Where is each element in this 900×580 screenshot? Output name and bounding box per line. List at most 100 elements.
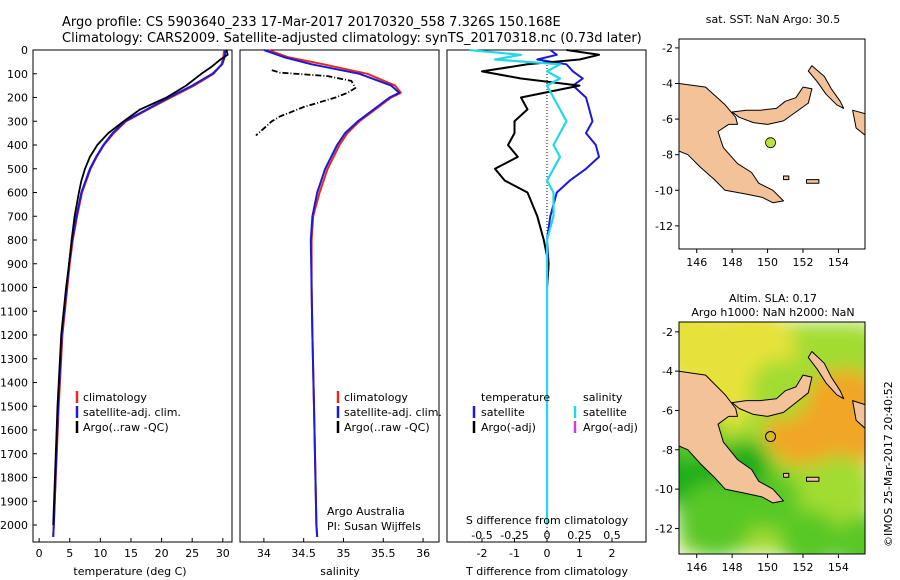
- sla-blob: [835, 515, 865, 554]
- legend-label-temp-argo: Argo(-adj): [481, 421, 536, 434]
- argo-location-marker: [765, 431, 777, 443]
- s-tick-label: 0.25: [567, 529, 592, 542]
- landmass: [783, 472, 790, 478]
- y-tick-label: 1400: [0, 377, 28, 390]
- line-argo: [255, 69, 357, 137]
- x-tick-label: 154: [828, 561, 849, 574]
- line-climatology: [52, 49, 225, 537]
- y-tick-label: -2: [662, 42, 673, 55]
- title-line1: Argo profile: CS 5903640_233 17-Mar-2017…: [62, 15, 561, 30]
- salinity-legend: climatology satellite-adj. clim. Argo(..…: [336, 391, 442, 434]
- salinity-series: [255, 49, 402, 537]
- x-tick-label: 34: [257, 547, 271, 560]
- landmass: [679, 370, 784, 504]
- y-tick-label: 100: [7, 68, 28, 81]
- y-tick-label: 1300: [0, 353, 28, 366]
- landmass: [679, 83, 784, 204]
- x-tick-label: 0: [544, 547, 551, 560]
- sla-map-axes: 146 148 150 152 154 -2 -4 -6 -8 -10 -12: [655, 326, 849, 574]
- legend-label-argo: Argo(..raw -QC): [344, 421, 430, 434]
- y-tick-label: 800: [7, 234, 28, 247]
- legend-header-temperature: temperature: [481, 391, 550, 404]
- sla-map-title-2: Argo h1000: NaN h2000: NaN: [691, 306, 854, 319]
- legend-label-climatology: climatology: [83, 391, 147, 404]
- line-sal-satellite: [468, 48, 568, 525]
- y-tick-label: -10: [655, 483, 673, 496]
- line-argo: [52, 49, 229, 526]
- x-tick-label: 34.5: [291, 547, 316, 560]
- line-satellite-adj-clim: [52, 49, 227, 537]
- y-tick-label: -12: [655, 522, 673, 535]
- x-tick-label: 15: [124, 547, 138, 560]
- y-tick-label: -8: [662, 149, 673, 162]
- sst-map-axes: 146 148 150 152 154 -2 -4 -6 -8 -10 -12: [655, 42, 849, 269]
- line-satellite-adj-clim: [263, 49, 401, 537]
- y-tick-label: 2000: [0, 519, 28, 532]
- y-tick-label: 1200: [0, 329, 28, 342]
- difference-x-axis: -2 -1 0 1 2: [477, 538, 616, 560]
- y-tick-label: 1800: [0, 472, 28, 485]
- pi-label: PI: Susan Wijffels: [327, 520, 421, 533]
- legend-label-satellite: satellite-adj. clim.: [344, 406, 442, 419]
- y-tick-label: -6: [662, 113, 673, 126]
- x-tick-label: 1: [576, 547, 583, 560]
- salinity-x-axis: 34 34.5 35 35.5 36: [257, 538, 430, 560]
- x-tick-label: 152: [793, 256, 814, 269]
- y-tick-label: 600: [7, 187, 28, 200]
- y-tick-label: 300: [7, 115, 28, 128]
- credit-label: ©IMOS 25-Mar-2017 20:40:52: [882, 381, 895, 547]
- title-line2: Climatology: CARS2009. Satellite-adjuste…: [62, 31, 642, 46]
- s-tick-label: 0: [544, 529, 551, 542]
- y-tick-label: 1900: [0, 495, 28, 508]
- land: [679, 65, 865, 204]
- depth-axis: 0 100 200 300 400 500 600 700 800 900 1000 1100 1200…: [0, 44, 37, 532]
- sla-map-frame: [678, 321, 866, 555]
- y-tick-label: -6: [662, 404, 673, 417]
- landmass: [807, 351, 845, 400]
- y-tick-label: 0: [21, 44, 28, 57]
- x-tick-label: 25: [185, 547, 199, 560]
- s-tick-label: -0.25: [500, 529, 528, 542]
- y-tick-label: 1000: [0, 282, 28, 295]
- difference-legend: temperature salinity satellite Argo(-adj…: [472, 391, 638, 434]
- y-tick-label: -10: [655, 184, 673, 197]
- sla-blob: [805, 455, 865, 525]
- legend-label-argo: Argo(..raw -QC): [83, 421, 169, 434]
- difference-series: [468, 48, 600, 525]
- sla-map-area: [679, 322, 865, 554]
- y-tick-label: 900: [7, 258, 28, 271]
- x-tick-label: 35: [336, 547, 350, 560]
- y-tick-label: -4: [662, 365, 673, 378]
- y-tick-label: -12: [655, 220, 673, 233]
- landmass: [806, 476, 820, 482]
- y-tick-label: 1100: [0, 305, 28, 318]
- x-tick-label: -2: [477, 547, 488, 560]
- institution-label: Argo Australia: [327, 505, 405, 518]
- sla-blob: [830, 325, 865, 385]
- temperature-legend: climatology satellite-adj. clim. Argo(..…: [75, 391, 181, 434]
- x-tick-label: 36: [416, 547, 430, 560]
- y-tick-label: 1700: [0, 448, 28, 461]
- legend-label-climatology: climatology: [344, 391, 408, 404]
- x-tick-label: 148: [722, 561, 743, 574]
- sst-map-frame: [678, 38, 866, 250]
- sla-blob: [679, 482, 753, 554]
- y-tick-label: 1600: [0, 424, 28, 437]
- x-tick-label: 2: [609, 547, 616, 560]
- landmass: [852, 109, 865, 136]
- y-tick-label: 700: [7, 210, 28, 223]
- temperature-series: [52, 49, 229, 537]
- x-tick-label: 35.5: [371, 547, 396, 560]
- line-temp-argo: [481, 49, 600, 525]
- x-tick-label: 152: [793, 561, 814, 574]
- x-tick-label: 148: [722, 256, 743, 269]
- legend-label-sal-satellite: satellite: [583, 406, 627, 419]
- land: [679, 351, 865, 504]
- legend-header-salinity: salinity: [583, 391, 623, 404]
- legend-label-satellite: satellite-adj. clim.: [83, 406, 181, 419]
- x-tick-label: -1: [509, 547, 520, 560]
- x-tick-label: 30: [216, 547, 230, 560]
- landmass: [783, 175, 790, 181]
- x-tick-label: 20: [155, 547, 169, 560]
